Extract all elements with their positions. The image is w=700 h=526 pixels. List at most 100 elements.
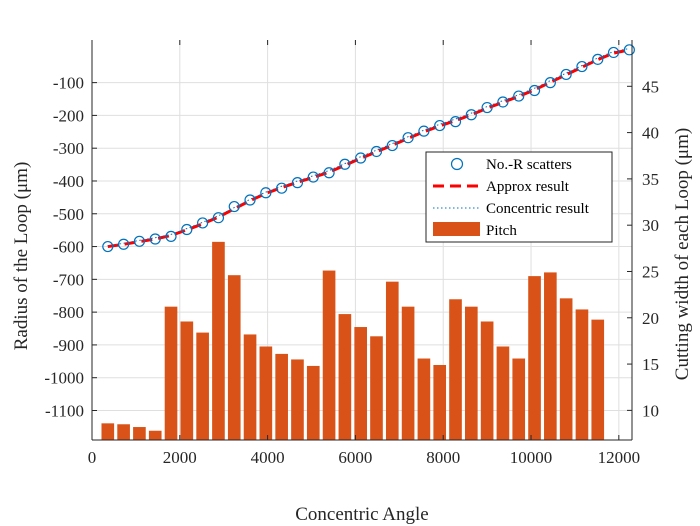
y-tick-label-left: -500 bbox=[53, 205, 84, 224]
pitch-bar bbox=[591, 319, 605, 440]
pitch-bar bbox=[575, 309, 589, 440]
y-tick-label-left: -200 bbox=[53, 106, 84, 125]
x-tick-label: 12000 bbox=[598, 448, 641, 467]
pitch-bar bbox=[180, 321, 194, 440]
pitch-bar bbox=[433, 365, 447, 440]
y-tick-label-right: 40 bbox=[642, 124, 659, 143]
scatter-point bbox=[165, 230, 177, 242]
pitch-bar bbox=[133, 427, 146, 440]
scatter-point bbox=[592, 53, 604, 65]
legend: No.-R scatters Approx result Concentric … bbox=[425, 151, 613, 243]
scatter-point bbox=[228, 200, 240, 213]
y-tick-label-left: -400 bbox=[53, 172, 84, 191]
pitch-bar bbox=[164, 306, 178, 440]
pitch-bar bbox=[259, 346, 273, 440]
scatter-point bbox=[307, 171, 319, 183]
scatter-point bbox=[607, 46, 620, 59]
scatter-point bbox=[402, 132, 414, 144]
y-tick-label-right: 45 bbox=[642, 77, 659, 96]
pitch-bar bbox=[338, 314, 352, 440]
x-tick-label: 4000 bbox=[251, 448, 285, 467]
y-tick-label-right: 35 bbox=[642, 170, 659, 189]
y-tick-label-right: 20 bbox=[642, 309, 659, 328]
scatter-point bbox=[149, 233, 161, 245]
pitch-bar bbox=[117, 424, 130, 440]
pitch-bar bbox=[101, 423, 115, 440]
y-tick-label-left: -600 bbox=[53, 238, 84, 257]
pitch-bar bbox=[196, 332, 209, 440]
y-tick-label-left: -800 bbox=[53, 303, 84, 322]
scatter-point bbox=[434, 119, 446, 132]
y-tick-label-left: -900 bbox=[53, 336, 84, 355]
y-tick-label-left: -100 bbox=[53, 74, 84, 93]
x-axis-title: Concentric Angle bbox=[295, 504, 429, 525]
scatter-point bbox=[576, 60, 588, 73]
pitch-bar bbox=[464, 306, 478, 440]
y-tick-label-right: 10 bbox=[642, 401, 659, 420]
scatter-point bbox=[244, 194, 256, 206]
scatter-point bbox=[197, 217, 209, 229]
pitch-bar bbox=[306, 365, 320, 440]
scatter-point bbox=[544, 77, 556, 89]
legend-label-approx: Approx result bbox=[486, 179, 570, 195]
pitch-bar bbox=[496, 346, 510, 440]
scatter-point bbox=[323, 167, 335, 179]
y-tick-label-right: 25 bbox=[642, 262, 659, 281]
pitch-bar bbox=[512, 358, 526, 440]
x-tick-label: 8000 bbox=[426, 448, 460, 467]
x-tick-label: 6000 bbox=[338, 448, 372, 467]
concentric-result-line bbox=[107, 48, 630, 247]
y-tick-label-left: -1000 bbox=[44, 369, 84, 388]
scatter-point bbox=[291, 177, 304, 189]
line-series bbox=[107, 48, 630, 249]
scatter-point bbox=[133, 235, 146, 247]
legend-marker-pitch bbox=[433, 222, 480, 236]
pitch-bar bbox=[417, 358, 431, 440]
legend-label-concentric: Concentric result bbox=[486, 201, 590, 217]
y-axis-title-right: Cutting width of each Loop (μm) bbox=[672, 128, 693, 380]
pitch-bar bbox=[212, 241, 225, 440]
pitch-bar bbox=[291, 359, 304, 440]
scatter-point bbox=[212, 212, 225, 224]
scatter-point bbox=[528, 84, 541, 97]
pitch-bar bbox=[480, 321, 494, 440]
pitch-bar bbox=[528, 276, 541, 440]
scatter-point bbox=[465, 109, 477, 121]
y-tick-label-left: -1100 bbox=[45, 401, 84, 420]
legend-label-pitch: Pitch bbox=[486, 223, 517, 239]
y-tick-label-left: -300 bbox=[53, 139, 84, 158]
scatter-point bbox=[449, 116, 462, 128]
scatter-point bbox=[102, 240, 114, 253]
pitch-bar bbox=[275, 353, 288, 440]
y-axis-title-left: Radius of the Loop (μm) bbox=[11, 162, 32, 351]
scatter-point bbox=[623, 44, 635, 56]
scatter-point bbox=[497, 96, 509, 108]
tick-labels: 0 2000 4000 6000 8000 10000 12000 -100 -200 -300 -… bbox=[44, 74, 659, 467]
scatter-point bbox=[418, 125, 430, 137]
scatter-point bbox=[339, 158, 351, 170]
axes bbox=[91, 40, 633, 441]
pitch-bar bbox=[227, 275, 241, 440]
scatter-points bbox=[102, 44, 635, 253]
pitch-bar bbox=[243, 334, 257, 440]
pitch-bar bbox=[370, 336, 383, 440]
pitch-bar bbox=[401, 306, 415, 440]
x-tick-label: 10000 bbox=[510, 448, 553, 467]
scatter-point bbox=[276, 182, 288, 194]
scatter-point bbox=[481, 101, 493, 114]
y-tick-label-right: 30 bbox=[642, 216, 659, 235]
pitch-bars bbox=[101, 241, 605, 440]
x-tick-label: 0 bbox=[88, 448, 97, 467]
legend-label-scatter: No.-R scatters bbox=[486, 157, 572, 173]
pitch-bar bbox=[385, 281, 399, 440]
scatter-point bbox=[560, 68, 572, 81]
pitch-bar bbox=[544, 272, 557, 440]
pitch-bar bbox=[559, 298, 573, 440]
scatter-point bbox=[260, 187, 272, 199]
y-tick-label-right: 15 bbox=[642, 355, 659, 374]
pitch-bar bbox=[322, 270, 336, 440]
scatter-point bbox=[386, 139, 398, 152]
approx-result-line bbox=[107, 48, 630, 249]
y-tick-label-left: -700 bbox=[53, 270, 84, 289]
